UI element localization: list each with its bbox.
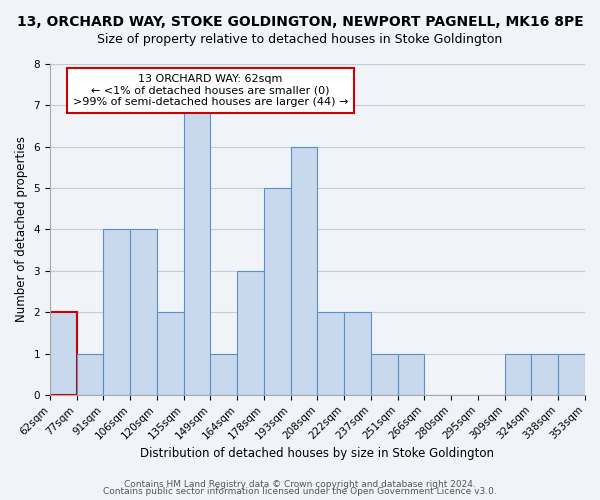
Bar [505, 354, 532, 395]
Bar [130, 230, 157, 395]
Bar [344, 312, 371, 395]
Bar [264, 188, 290, 395]
Bar [184, 106, 211, 395]
Y-axis label: Number of detached properties: Number of detached properties [15, 136, 28, 322]
Text: Size of property relative to detached houses in Stoke Goldington: Size of property relative to detached ho… [97, 32, 503, 46]
Bar [317, 312, 344, 395]
Bar [398, 354, 424, 395]
Bar [211, 354, 237, 395]
Bar [103, 230, 130, 395]
Bar [290, 146, 317, 395]
Bar [50, 312, 77, 395]
Bar [237, 271, 264, 395]
Text: Contains HM Land Registry data © Crown copyright and database right 2024.: Contains HM Land Registry data © Crown c… [124, 480, 476, 489]
Text: 13, ORCHARD WAY, STOKE GOLDINGTON, NEWPORT PAGNELL, MK16 8PE: 13, ORCHARD WAY, STOKE GOLDINGTON, NEWPO… [17, 15, 583, 29]
Bar [371, 354, 398, 395]
Bar [157, 312, 184, 395]
X-axis label: Distribution of detached houses by size in Stoke Goldington: Distribution of detached houses by size … [140, 447, 494, 460]
Bar [558, 354, 585, 395]
Text: Contains public sector information licensed under the Open Government Licence v3: Contains public sector information licen… [103, 487, 497, 496]
Bar [77, 354, 103, 395]
Bar [532, 354, 558, 395]
Text: 13 ORCHARD WAY: 62sqm
← <1% of detached houses are smaller (0)
>99% of semi-deta: 13 ORCHARD WAY: 62sqm ← <1% of detached … [73, 74, 348, 107]
